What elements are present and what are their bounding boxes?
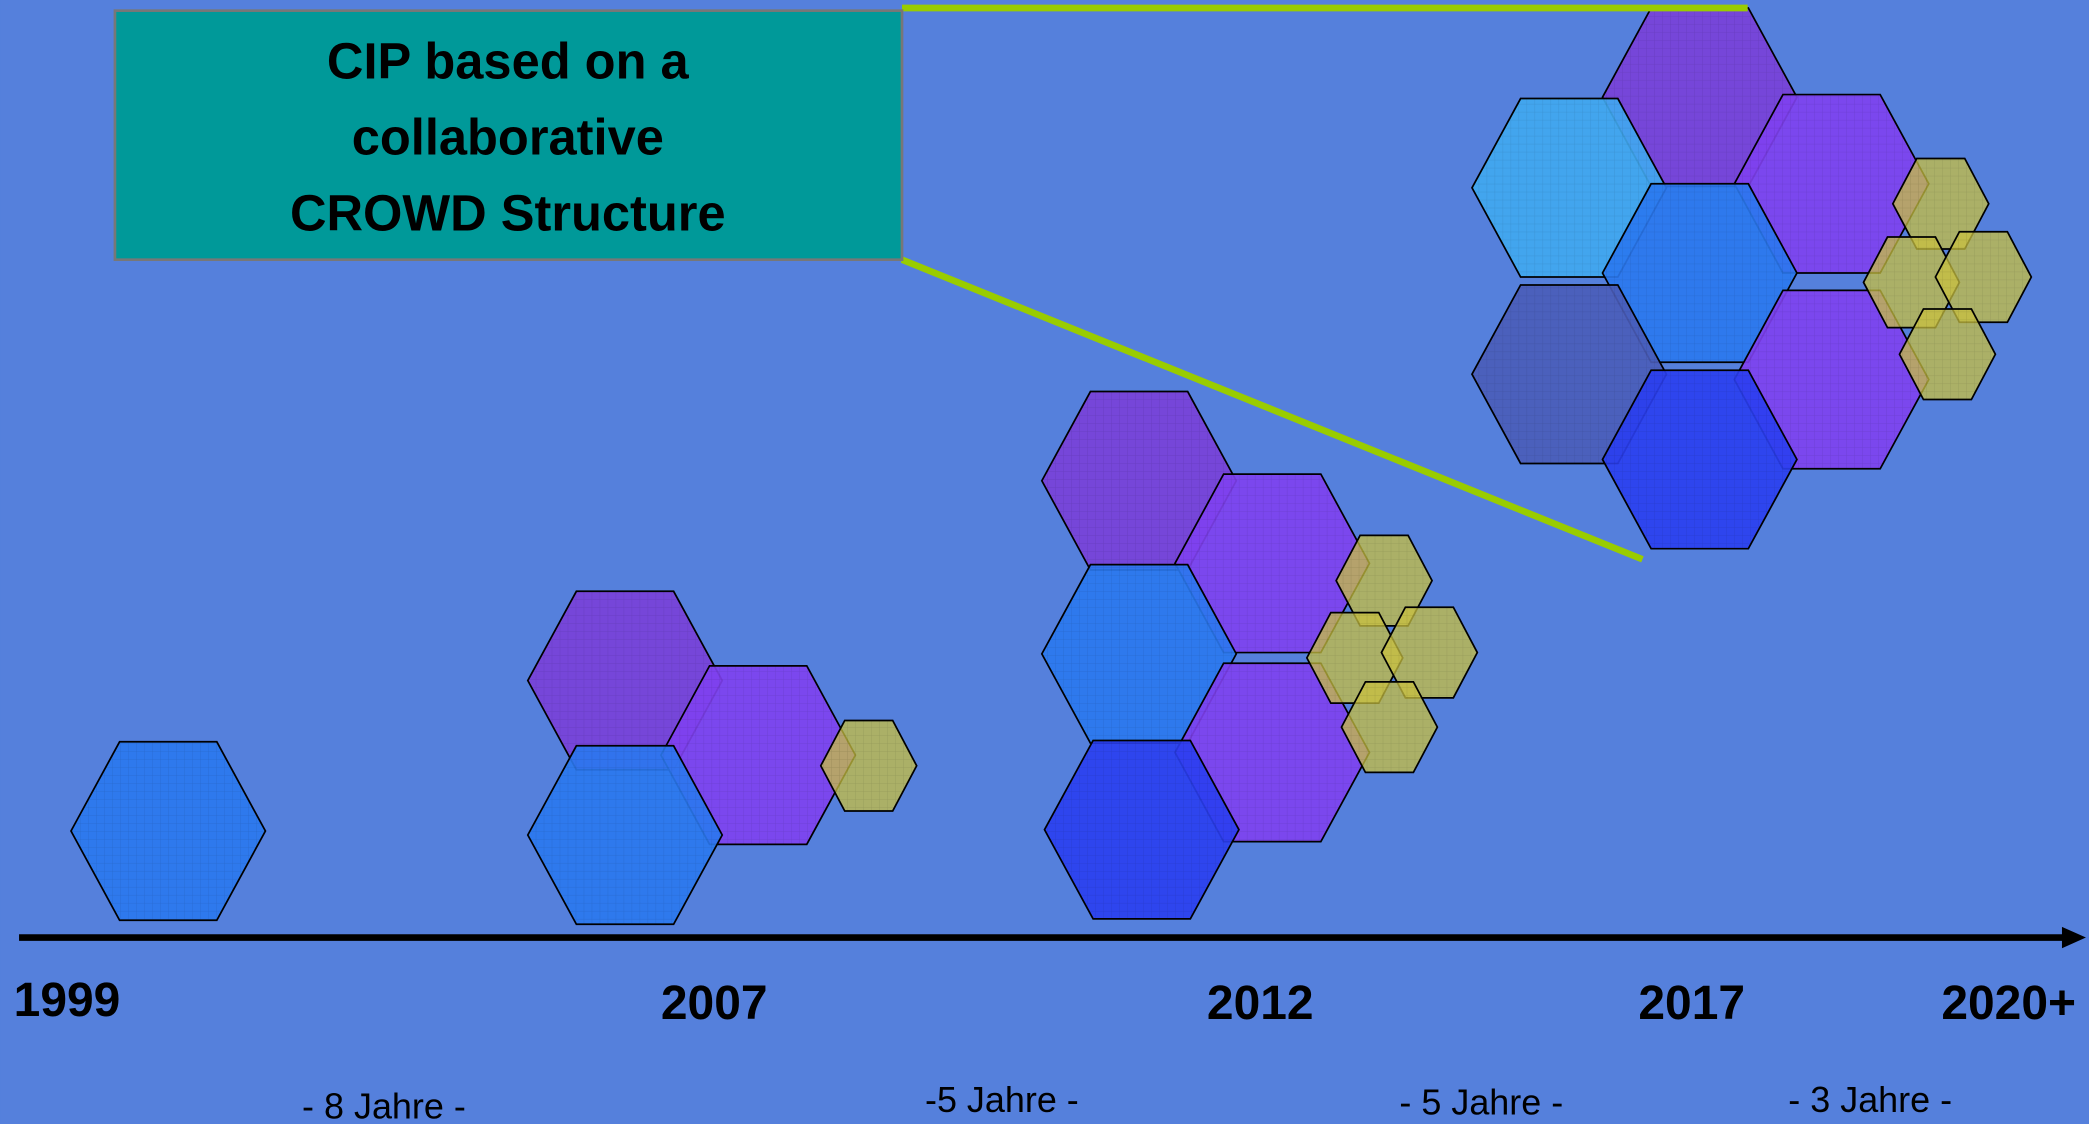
year-label: 2012 [1207, 977, 1314, 1030]
year-label: 2020+ [1941, 977, 2076, 1030]
duration-label: - 8 Jahre - [302, 1086, 466, 1124]
duration-label: -5 Jahre - [925, 1079, 1079, 1120]
title-line: CIP based on a [327, 33, 690, 90]
page: {"title_box": {"lines": ["CIP based on a… [0, 0, 2089, 1124]
year-label: 2007 [661, 977, 768, 1030]
title-line: CROWD Structure [290, 184, 726, 241]
duration-label: - 5 Jahre - [1399, 1082, 1563, 1123]
diagram: CIP based on a collaborative CROWD Struc… [0, 0, 2089, 1124]
year-label: 1999 [14, 974, 121, 1027]
year-label: 2017 [1638, 977, 1745, 1030]
title-line: collaborative [352, 108, 664, 165]
duration-label: - 3 Jahre - [1788, 1079, 1952, 1120]
